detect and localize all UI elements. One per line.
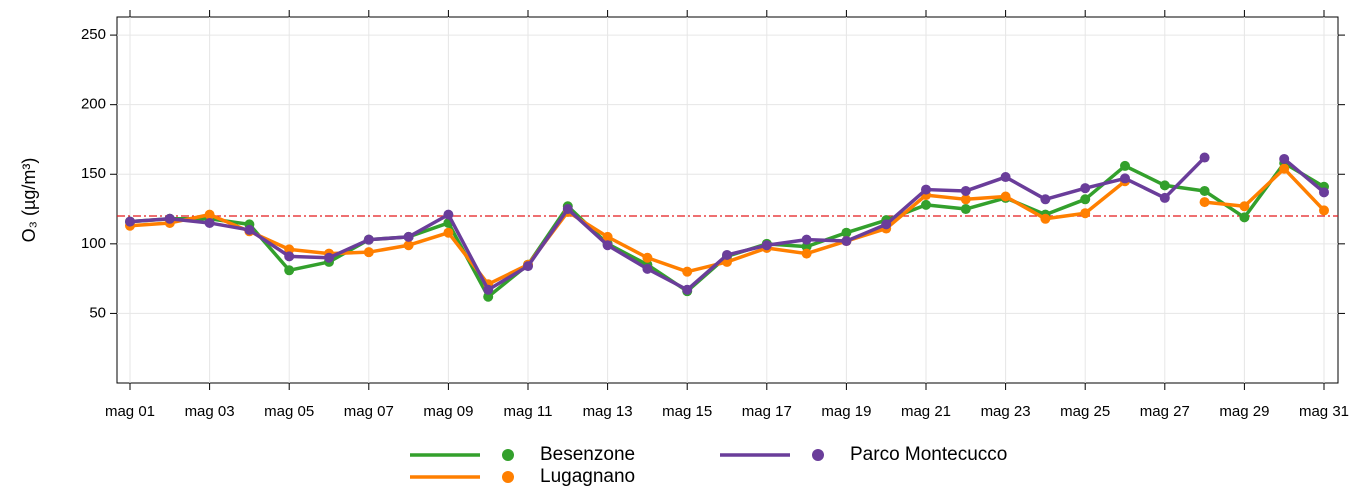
data-point bbox=[801, 241, 812, 252]
y-tick-label: 150 bbox=[81, 165, 106, 182]
data-point bbox=[363, 247, 374, 258]
x-tick-label: mag 09 bbox=[423, 403, 473, 420]
x-tick-label: mag 27 bbox=[1140, 403, 1190, 420]
x-tick-label: mag 19 bbox=[821, 403, 871, 420]
data-point bbox=[960, 204, 971, 215]
data-point bbox=[1239, 201, 1250, 212]
legend-marker bbox=[502, 449, 514, 461]
data-point bbox=[164, 213, 175, 224]
data-point bbox=[244, 224, 255, 235]
data-point bbox=[1159, 180, 1170, 191]
data-point bbox=[284, 251, 295, 262]
data-point bbox=[284, 244, 295, 255]
data-point bbox=[403, 231, 414, 242]
data-point bbox=[642, 252, 653, 263]
legend-label: Besenzone bbox=[540, 444, 635, 465]
x-tick-label: mag 03 bbox=[185, 403, 235, 420]
data-point bbox=[682, 284, 693, 295]
data-point bbox=[1080, 194, 1091, 205]
x-tick-label: mag 11 bbox=[504, 403, 553, 420]
legend-label: Parco Montecucco bbox=[850, 444, 1007, 465]
data-point bbox=[1319, 187, 1329, 198]
y-tick-label: 100 bbox=[81, 235, 106, 252]
x-tick-label: mag 25 bbox=[1060, 403, 1110, 420]
data-point bbox=[1199, 197, 1210, 208]
y-tick-label: 50 bbox=[89, 304, 106, 321]
data-point bbox=[841, 227, 852, 238]
data-point bbox=[960, 194, 971, 205]
data-point bbox=[483, 291, 494, 302]
data-point bbox=[801, 248, 812, 259]
series-line bbox=[129, 156, 1326, 292]
data-point bbox=[1000, 172, 1011, 183]
data-point bbox=[960, 185, 971, 196]
x-tick-label: mag 29 bbox=[1219, 403, 1269, 420]
data-point bbox=[1199, 152, 1210, 163]
x-tick-label: mag 13 bbox=[583, 403, 633, 420]
y-tick-label: 200 bbox=[81, 96, 106, 113]
data-point bbox=[1279, 153, 1290, 164]
x-tick-label: mag 01 bbox=[105, 403, 155, 420]
data-point bbox=[324, 252, 334, 263]
legend-marker bbox=[502, 471, 514, 483]
data-point bbox=[443, 209, 454, 220]
data-point bbox=[204, 209, 215, 220]
data-point bbox=[125, 216, 135, 227]
legend-label: Lugagnano bbox=[540, 466, 635, 487]
series-line bbox=[129, 166, 1326, 286]
x-tick-label: mag 15 bbox=[662, 403, 712, 420]
data-point bbox=[363, 234, 374, 245]
plot-frame bbox=[116, 16, 1339, 384]
data-point bbox=[682, 266, 693, 277]
data-point bbox=[1319, 205, 1329, 216]
data-point bbox=[483, 284, 494, 295]
data-point bbox=[1000, 191, 1011, 202]
y-tick-label: 250 bbox=[81, 26, 106, 43]
data-point bbox=[204, 217, 215, 228]
x-tick-label: mag 05 bbox=[264, 403, 314, 420]
x-tick-label: mag 31 bbox=[1299, 403, 1349, 420]
data-point bbox=[1080, 208, 1091, 219]
data-point bbox=[602, 231, 613, 242]
legend-marker bbox=[812, 449, 824, 461]
data-point bbox=[921, 184, 931, 195]
data-point bbox=[1279, 163, 1290, 174]
data-point bbox=[761, 240, 772, 251]
data-point bbox=[801, 234, 812, 245]
data-point bbox=[881, 219, 892, 230]
y-axis-label: O₃ (µg/m³) bbox=[19, 158, 39, 243]
x-tick-label: mag 21 bbox=[901, 403, 951, 420]
data-point bbox=[642, 263, 653, 274]
data-point bbox=[284, 265, 295, 276]
x-tick-label: mag 07 bbox=[344, 403, 394, 420]
data-point bbox=[1080, 183, 1091, 194]
data-point bbox=[921, 199, 931, 210]
series-line bbox=[129, 161, 1325, 299]
data-point bbox=[1239, 212, 1250, 223]
x-tick-label: mag 23 bbox=[981, 403, 1031, 420]
data-point bbox=[602, 240, 613, 251]
data-point bbox=[841, 236, 852, 247]
data-point bbox=[1120, 173, 1130, 184]
data-point bbox=[523, 261, 533, 272]
data-point bbox=[443, 227, 454, 238]
data-point bbox=[722, 249, 732, 260]
data-point bbox=[1120, 160, 1130, 171]
data-point bbox=[1040, 213, 1051, 224]
x-tick-label: mag 17 bbox=[742, 403, 792, 420]
data-point bbox=[562, 204, 573, 215]
data-point bbox=[1159, 192, 1170, 203]
data-point bbox=[1040, 194, 1051, 205]
data-point bbox=[403, 240, 414, 251]
data-point bbox=[1199, 185, 1210, 196]
